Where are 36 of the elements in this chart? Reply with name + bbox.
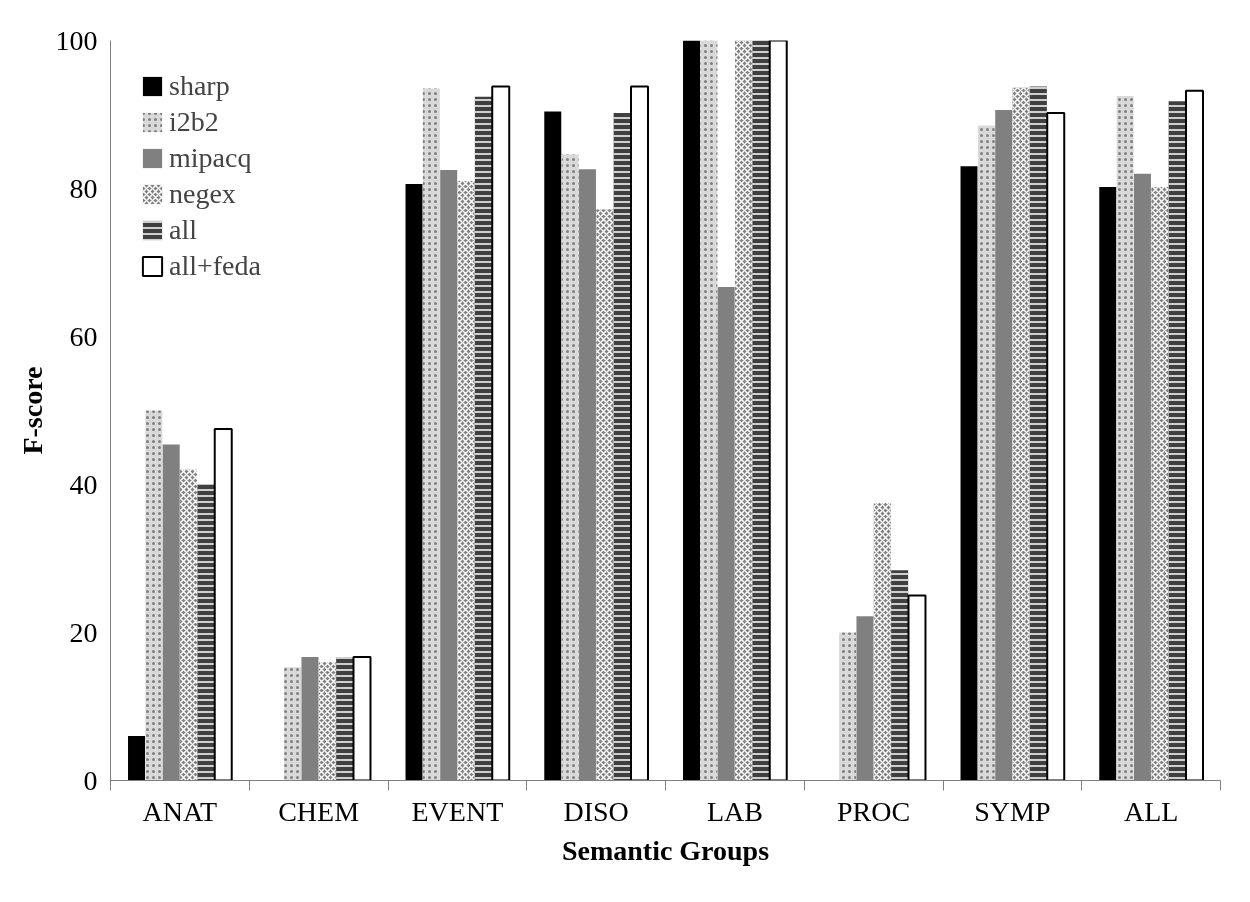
y-tick-label: 80 bbox=[69, 172, 98, 204]
bar bbox=[907, 594, 927, 781]
legend-label: i2b2 bbox=[169, 106, 219, 138]
bar bbox=[213, 428, 233, 781]
legend-label: negex bbox=[169, 178, 236, 210]
bar bbox=[405, 184, 423, 781]
x-tick-label: EVENT bbox=[411, 795, 504, 827]
bar bbox=[768, 40, 788, 781]
x-tick-label: DISO bbox=[563, 795, 629, 827]
y-axis-title: F-score bbox=[16, 366, 48, 455]
x-tick-label: LAB bbox=[706, 795, 763, 827]
legend-label: sharp bbox=[169, 70, 230, 102]
x-tick-label: ALL bbox=[1123, 795, 1179, 827]
legend-label: all bbox=[169, 214, 197, 246]
bar bbox=[352, 655, 372, 781]
bar bbox=[1099, 187, 1117, 781]
bar bbox=[629, 85, 649, 781]
bar bbox=[128, 736, 146, 781]
x-axis-title: Semantic Groups bbox=[561, 834, 770, 866]
legend-label: all+feda bbox=[169, 250, 261, 282]
legend-label: mipacq bbox=[169, 142, 252, 174]
bar bbox=[683, 40, 701, 781]
y-tick-label: 100 bbox=[55, 24, 98, 56]
bar bbox=[491, 85, 511, 781]
x-tick-label: ANAT bbox=[142, 795, 218, 827]
y-tick-label: 0 bbox=[83, 764, 98, 796]
y-tick-label: 40 bbox=[69, 468, 98, 500]
bar bbox=[544, 111, 562, 781]
y-tick-label: 60 bbox=[69, 320, 98, 352]
x-tick-label: PROC bbox=[837, 795, 911, 827]
x-tick-label: CHEM bbox=[278, 795, 360, 827]
bar bbox=[1184, 89, 1204, 781]
x-tick-label: SYMP bbox=[974, 795, 1051, 827]
y-tick-label: 20 bbox=[69, 616, 98, 648]
bar bbox=[960, 166, 978, 781]
bar bbox=[1046, 112, 1066, 781]
